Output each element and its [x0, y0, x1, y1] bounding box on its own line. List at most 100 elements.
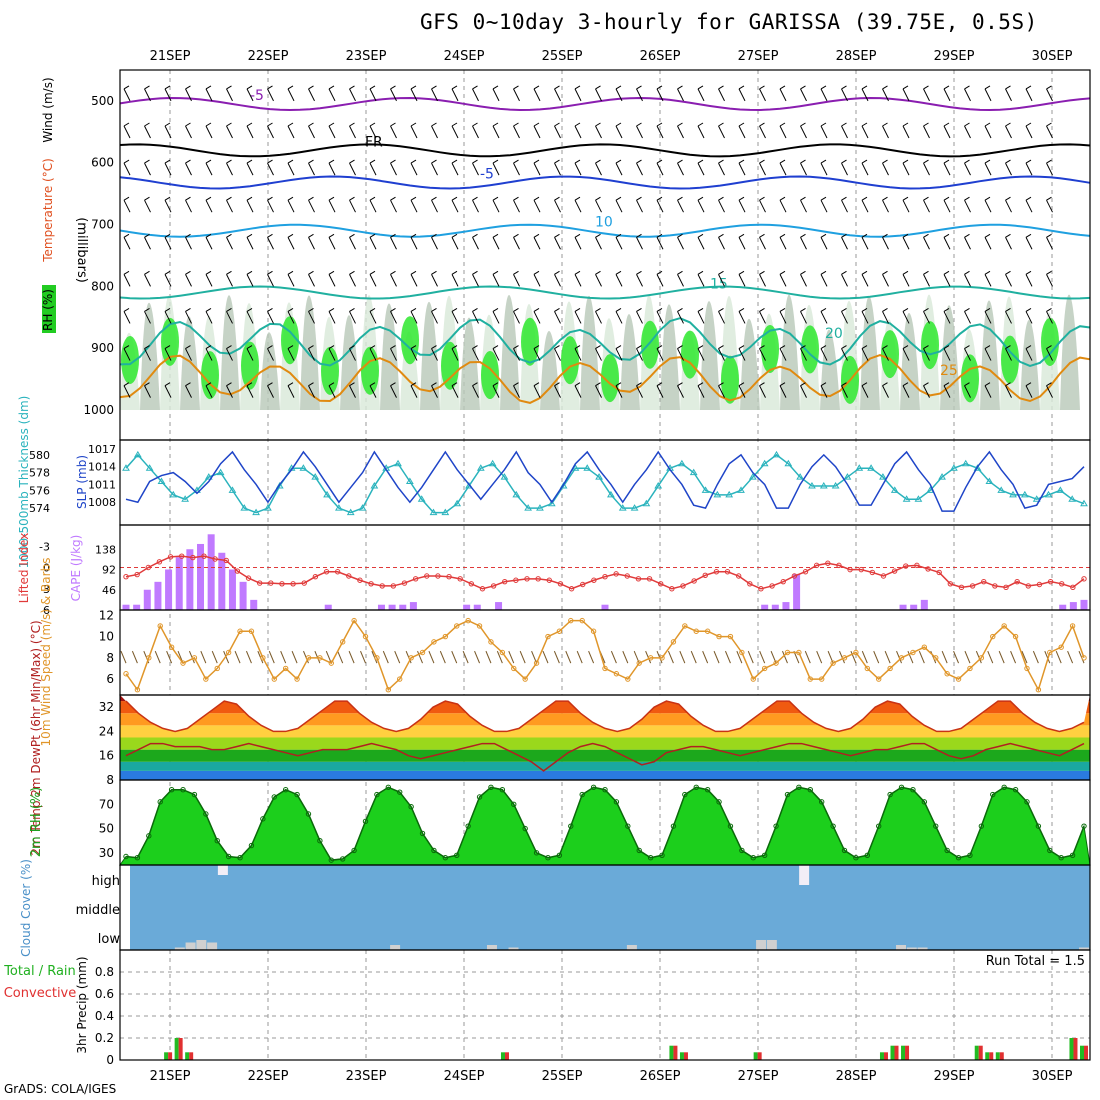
thickness-point [689, 468, 698, 476]
wind10m-point [454, 623, 460, 629]
run-total-annotation: Run Total = 1.5 [986, 954, 1085, 969]
thickness-point [926, 486, 935, 493]
wind-barb [615, 311, 623, 324]
wind10m-point [955, 676, 962, 682]
wind-barb-flag [697, 159, 704, 164]
wind-barb-flag [513, 122, 519, 127]
cape-bar [463, 604, 471, 610]
wind10m-point [271, 676, 277, 682]
rh-area [119, 786, 1091, 866]
wind-barb [349, 162, 356, 176]
wind-barb-flag [123, 122, 130, 127]
lifted-index-point [958, 584, 965, 591]
lifted-index-point [178, 553, 185, 559]
wind-barb [246, 162, 254, 176]
wind-barb [779, 125, 787, 139]
wind10m-barb [1055, 650, 1062, 664]
wind-barb [882, 348, 889, 361]
lifted-index-point [780, 578, 786, 585]
precip-conv-bar [178, 1038, 183, 1060]
wind-barb [964, 199, 971, 213]
wind10m-point [248, 628, 255, 634]
wind-barb [1005, 125, 1012, 139]
wind-barb [554, 162, 561, 176]
wind-barb-flag [472, 308, 478, 312]
wind-barb-flag [923, 382, 929, 387]
thickness-point [476, 464, 485, 471]
wind-barb-flag [1025, 382, 1032, 387]
cape-tick-label: 46 [102, 584, 116, 597]
wind10m-point [830, 660, 836, 666]
wind-barb-flag [677, 159, 683, 164]
thickness-point [583, 464, 592, 471]
wind-barb [574, 125, 582, 139]
precip-total-bar [995, 1052, 1000, 1060]
wind-barb-flag [369, 122, 376, 127]
wind10m-barb [417, 650, 423, 664]
rh2m-point [579, 791, 585, 798]
wind-barb-flag [369, 270, 376, 275]
wind-barb-flag [574, 308, 581, 312]
wind-barb [308, 311, 315, 324]
wind-barb-flag [492, 196, 499, 201]
wind-tick-label: 8 [106, 651, 114, 665]
wind-barb-flag [595, 85, 601, 90]
temp-tick-label: 24 [99, 724, 114, 738]
wind-barb [431, 385, 438, 398]
lifted-index-point [713, 569, 720, 575]
lifted-index-point [1070, 584, 1076, 591]
thickness-point [536, 504, 544, 511]
wind-barb [205, 237, 213, 250]
thickness-point [1044, 490, 1053, 498]
wind10m-point [933, 655, 939, 661]
contour-label: 20 [825, 326, 843, 342]
wind-barb-flag [677, 382, 683, 387]
wind-barb [779, 199, 787, 213]
wind-barb [902, 348, 910, 361]
wind-barb-flag [677, 233, 683, 238]
wind-barb-flag [779, 270, 786, 275]
rh2m-point [670, 823, 677, 829]
thickness-point [843, 473, 852, 480]
wind-barb-flag [349, 85, 355, 90]
wind-barb-flag [841, 345, 847, 349]
wind-barb [369, 199, 377, 213]
precip-total-bar [164, 1052, 169, 1060]
wind-barb [636, 237, 643, 250]
wind-barb [185, 385, 192, 398]
lifted-index-point [591, 577, 597, 583]
wind-barb [820, 88, 828, 102]
wind-barb [390, 237, 397, 250]
wind-barb-flag [246, 345, 253, 349]
wind-barb-flag [472, 270, 478, 275]
wind-barb [267, 88, 274, 102]
wind-barb [472, 237, 479, 250]
wind-barb-flag [205, 270, 212, 275]
rh2m-point [773, 823, 779, 829]
thickness-point [417, 495, 426, 502]
rh-high-blob [921, 321, 939, 370]
lifted-index-point [368, 581, 374, 587]
wind-barb-flag [964, 270, 970, 275]
thickness-point [488, 459, 497, 467]
wind-barb [369, 125, 377, 139]
lifted-index-point [680, 583, 686, 589]
wind-barb [431, 274, 438, 287]
lifted-index-point [858, 566, 864, 573]
wind-barb [267, 385, 274, 398]
thickness-point [677, 459, 686, 467]
wind10m-point [362, 633, 369, 640]
wind10m-barb [679, 650, 686, 664]
wind-barb-flag [431, 85, 437, 90]
cloud-low-bar [174, 947, 185, 950]
wind-barb [636, 162, 643, 176]
rh2m-point [237, 855, 243, 861]
wind-barb [882, 274, 889, 287]
lifted-index-point [624, 573, 630, 579]
wind-barb [554, 385, 561, 398]
wind-barb [1025, 162, 1033, 176]
wind-barb-flag [390, 233, 396, 238]
wind-barb [533, 385, 541, 398]
wind-barb-flag [861, 122, 868, 127]
